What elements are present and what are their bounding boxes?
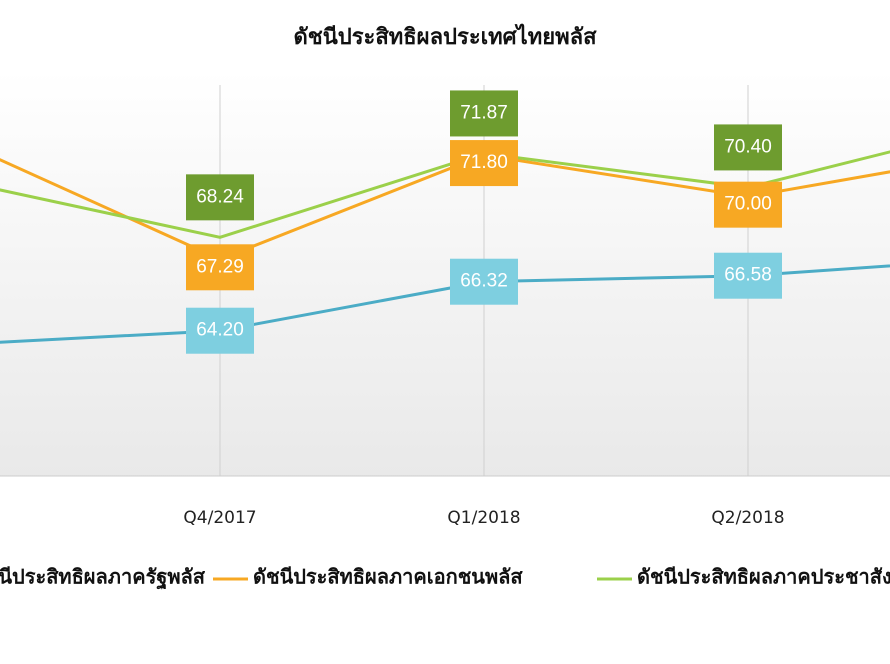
data-label-box bbox=[714, 181, 782, 228]
data-label: 70.00 bbox=[724, 194, 772, 215]
data-label-box bbox=[186, 307, 254, 354]
data-label-box bbox=[186, 174, 254, 221]
data-label: 66.32 bbox=[460, 271, 508, 292]
x-tick-label: Q2/2018 bbox=[711, 508, 784, 528]
data-label: 70.40 bbox=[724, 136, 772, 157]
legend-label: ดัชนีประสิทธิผลภาครัฐพลัส bbox=[0, 565, 206, 591]
data-label: 68.24 bbox=[196, 186, 244, 207]
legend-label: ดัชนีประสิทธิผลภาคประชาสังคมพลัส bbox=[637, 565, 890, 589]
data-label-box bbox=[450, 258, 518, 305]
data-label: 67.29 bbox=[196, 256, 244, 277]
legend-label: ดัชนีประสิทธิผลภาคเอกชนพลัส bbox=[253, 565, 523, 589]
data-label: 66.58 bbox=[724, 265, 772, 286]
data-label: 71.80 bbox=[460, 152, 508, 173]
data-label-box bbox=[450, 140, 518, 187]
data-label-box bbox=[714, 124, 782, 171]
data-label-box bbox=[186, 244, 254, 291]
chart-title: ดัชนีประสิทธิผลประเทศไทยพลัส bbox=[293, 23, 597, 50]
x-tick-label: Q1/2018 bbox=[447, 508, 520, 528]
x-tick-label: Q4/2017 bbox=[183, 508, 256, 528]
data-label: 64.20 bbox=[196, 320, 244, 341]
data-label-box bbox=[714, 252, 782, 299]
data-label-box bbox=[450, 90, 518, 137]
data-label: 71.87 bbox=[460, 102, 508, 123]
